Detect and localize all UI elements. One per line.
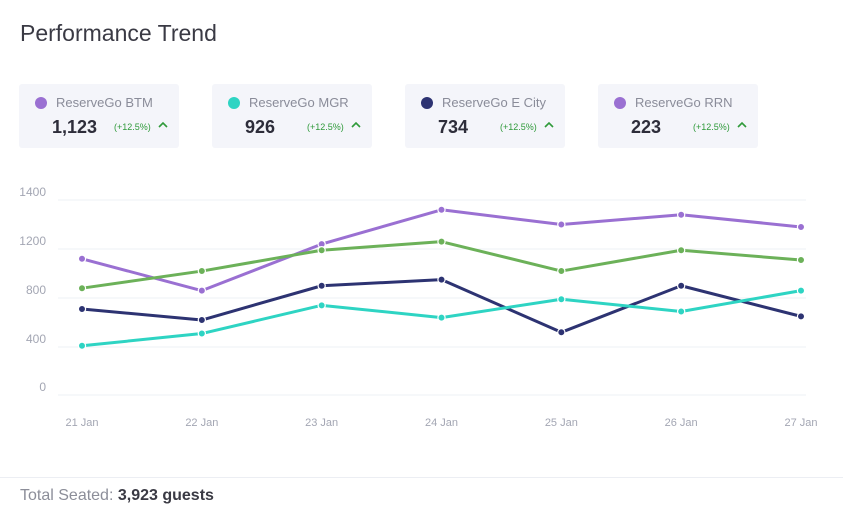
data-point [796, 222, 806, 232]
y-tick-label: 800 [26, 283, 46, 297]
legend-dot-icon [228, 97, 240, 109]
y-tick-label: 1200 [19, 234, 46, 248]
legend-dot-icon [421, 97, 433, 109]
x-tick-label: 22 Jan [185, 417, 218, 429]
data-point [557, 328, 566, 337]
total-seated-label: Total Seated: [20, 487, 114, 504]
y-tick-label: 0 [39, 380, 46, 394]
page-title: Performance Trend [20, 20, 217, 46]
data-point [437, 275, 446, 284]
card-change: (+12.5%) [114, 122, 151, 132]
legend-dot-icon [35, 97, 47, 109]
chevron-up-icon [544, 121, 554, 128]
data-point [796, 312, 806, 321]
card-name: ReserveGo BTM [56, 95, 153, 110]
summary-card-rrn[interactable]: ReserveGo RRN 223 (+12.5%) [598, 84, 758, 148]
legend-dot-icon [614, 97, 626, 109]
data-point [317, 246, 326, 255]
total-seated: Total Seated: 3,923 guests [20, 487, 214, 505]
card-change: (+12.5%) [307, 122, 344, 132]
card-value: 223 [631, 117, 662, 137]
performance-trend-chart: 0 400 800 1200 1400 21 Jan 22 Jan 23 Jan 24 Jan 2… [19, 185, 817, 429]
summary-card-btm[interactable]: ReserveGo BTM 1,123 (+12.5%) [19, 84, 179, 148]
card-change: (+12.5%) [693, 122, 730, 132]
data-point [557, 220, 566, 229]
data-point [796, 286, 806, 295]
y-tick-label: 400 [26, 332, 46, 346]
summary-card-mgr[interactable]: ReserveGo MGR 926 (+12.5%) [212, 84, 372, 148]
data-point [676, 307, 686, 316]
data-point [197, 329, 207, 338]
x-tick-label: 23 Jan [305, 417, 338, 429]
data-point [437, 205, 446, 214]
data-point [197, 266, 207, 276]
data-point [676, 210, 686, 219]
x-tick-label: 21 Jan [65, 417, 98, 429]
data-point [437, 237, 446, 246]
data-point [197, 315, 207, 325]
chevron-up-icon [351, 121, 361, 128]
y-tick-label: 1400 [19, 185, 46, 199]
card-name: ReserveGo RRN [635, 95, 733, 110]
summary-card-ecity[interactable]: ReserveGo E City 734 (+12.5%) [405, 84, 565, 148]
data-point [676, 281, 686, 290]
x-tick-label: 26 Jan [665, 417, 698, 429]
data-point [796, 255, 806, 265]
x-tick-label: 24 Jan [425, 417, 458, 429]
chevron-up-icon [158, 121, 168, 128]
footer-divider [0, 477, 843, 478]
data-point [557, 266, 566, 276]
card-name: ReserveGo E City [442, 95, 547, 110]
data-point [557, 295, 566, 304]
data-point [77, 304, 87, 314]
total-seated-value: 3,923 guests [117, 487, 214, 504]
data-point [676, 246, 686, 255]
card-value: 926 [245, 117, 276, 137]
data-point [77, 283, 87, 293]
card-value: 734 [438, 117, 469, 137]
chevron-up-icon [737, 121, 747, 128]
card-value: 1,123 [52, 117, 98, 137]
x-tick-label: 27 Jan [784, 417, 817, 429]
data-point [437, 313, 446, 322]
data-point [197, 286, 207, 295]
card-change: (+12.5%) [500, 122, 537, 132]
data-point [77, 341, 87, 350]
data-point [317, 281, 326, 290]
x-tick-label: 25 Jan [545, 417, 578, 429]
data-point [317, 301, 326, 310]
data-point [77, 254, 87, 264]
card-name: ReserveGo MGR [249, 95, 349, 110]
